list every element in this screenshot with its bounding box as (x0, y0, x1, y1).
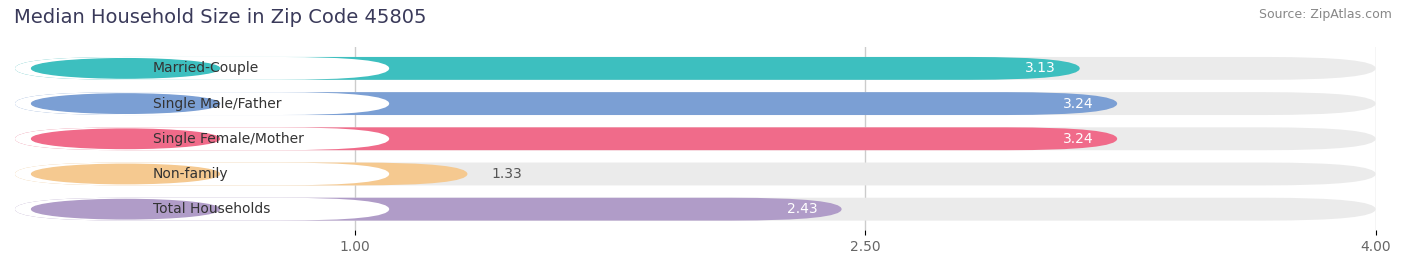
Circle shape (31, 59, 219, 78)
Text: 3.13: 3.13 (1025, 61, 1056, 75)
Text: Total Households: Total Households (153, 202, 270, 216)
Circle shape (31, 94, 219, 113)
Text: Source: ZipAtlas.com: Source: ZipAtlas.com (1258, 8, 1392, 21)
Text: Median Household Size in Zip Code 45805: Median Household Size in Zip Code 45805 (14, 8, 426, 27)
FancyBboxPatch shape (15, 92, 1375, 115)
Circle shape (31, 164, 219, 184)
FancyBboxPatch shape (15, 57, 1375, 80)
Text: 1.33: 1.33 (491, 167, 522, 181)
Text: Married-Couple: Married-Couple (153, 61, 259, 75)
FancyBboxPatch shape (15, 127, 1118, 150)
FancyBboxPatch shape (15, 198, 1375, 221)
FancyBboxPatch shape (15, 198, 842, 221)
FancyBboxPatch shape (15, 127, 389, 150)
FancyBboxPatch shape (15, 198, 389, 221)
FancyBboxPatch shape (15, 162, 1375, 185)
FancyBboxPatch shape (15, 57, 389, 80)
FancyBboxPatch shape (15, 162, 467, 185)
Circle shape (31, 129, 219, 148)
FancyBboxPatch shape (15, 92, 1118, 115)
Text: 3.24: 3.24 (1063, 132, 1094, 146)
FancyBboxPatch shape (15, 162, 389, 185)
FancyBboxPatch shape (15, 127, 1375, 150)
Text: Single Male/Father: Single Male/Father (153, 97, 281, 111)
Text: Non-family: Non-family (153, 167, 228, 181)
Text: 2.43: 2.43 (787, 202, 818, 216)
Text: 3.24: 3.24 (1063, 97, 1094, 111)
FancyBboxPatch shape (15, 57, 1080, 80)
Circle shape (31, 199, 219, 219)
Text: Single Female/Mother: Single Female/Mother (153, 132, 304, 146)
FancyBboxPatch shape (15, 92, 389, 115)
